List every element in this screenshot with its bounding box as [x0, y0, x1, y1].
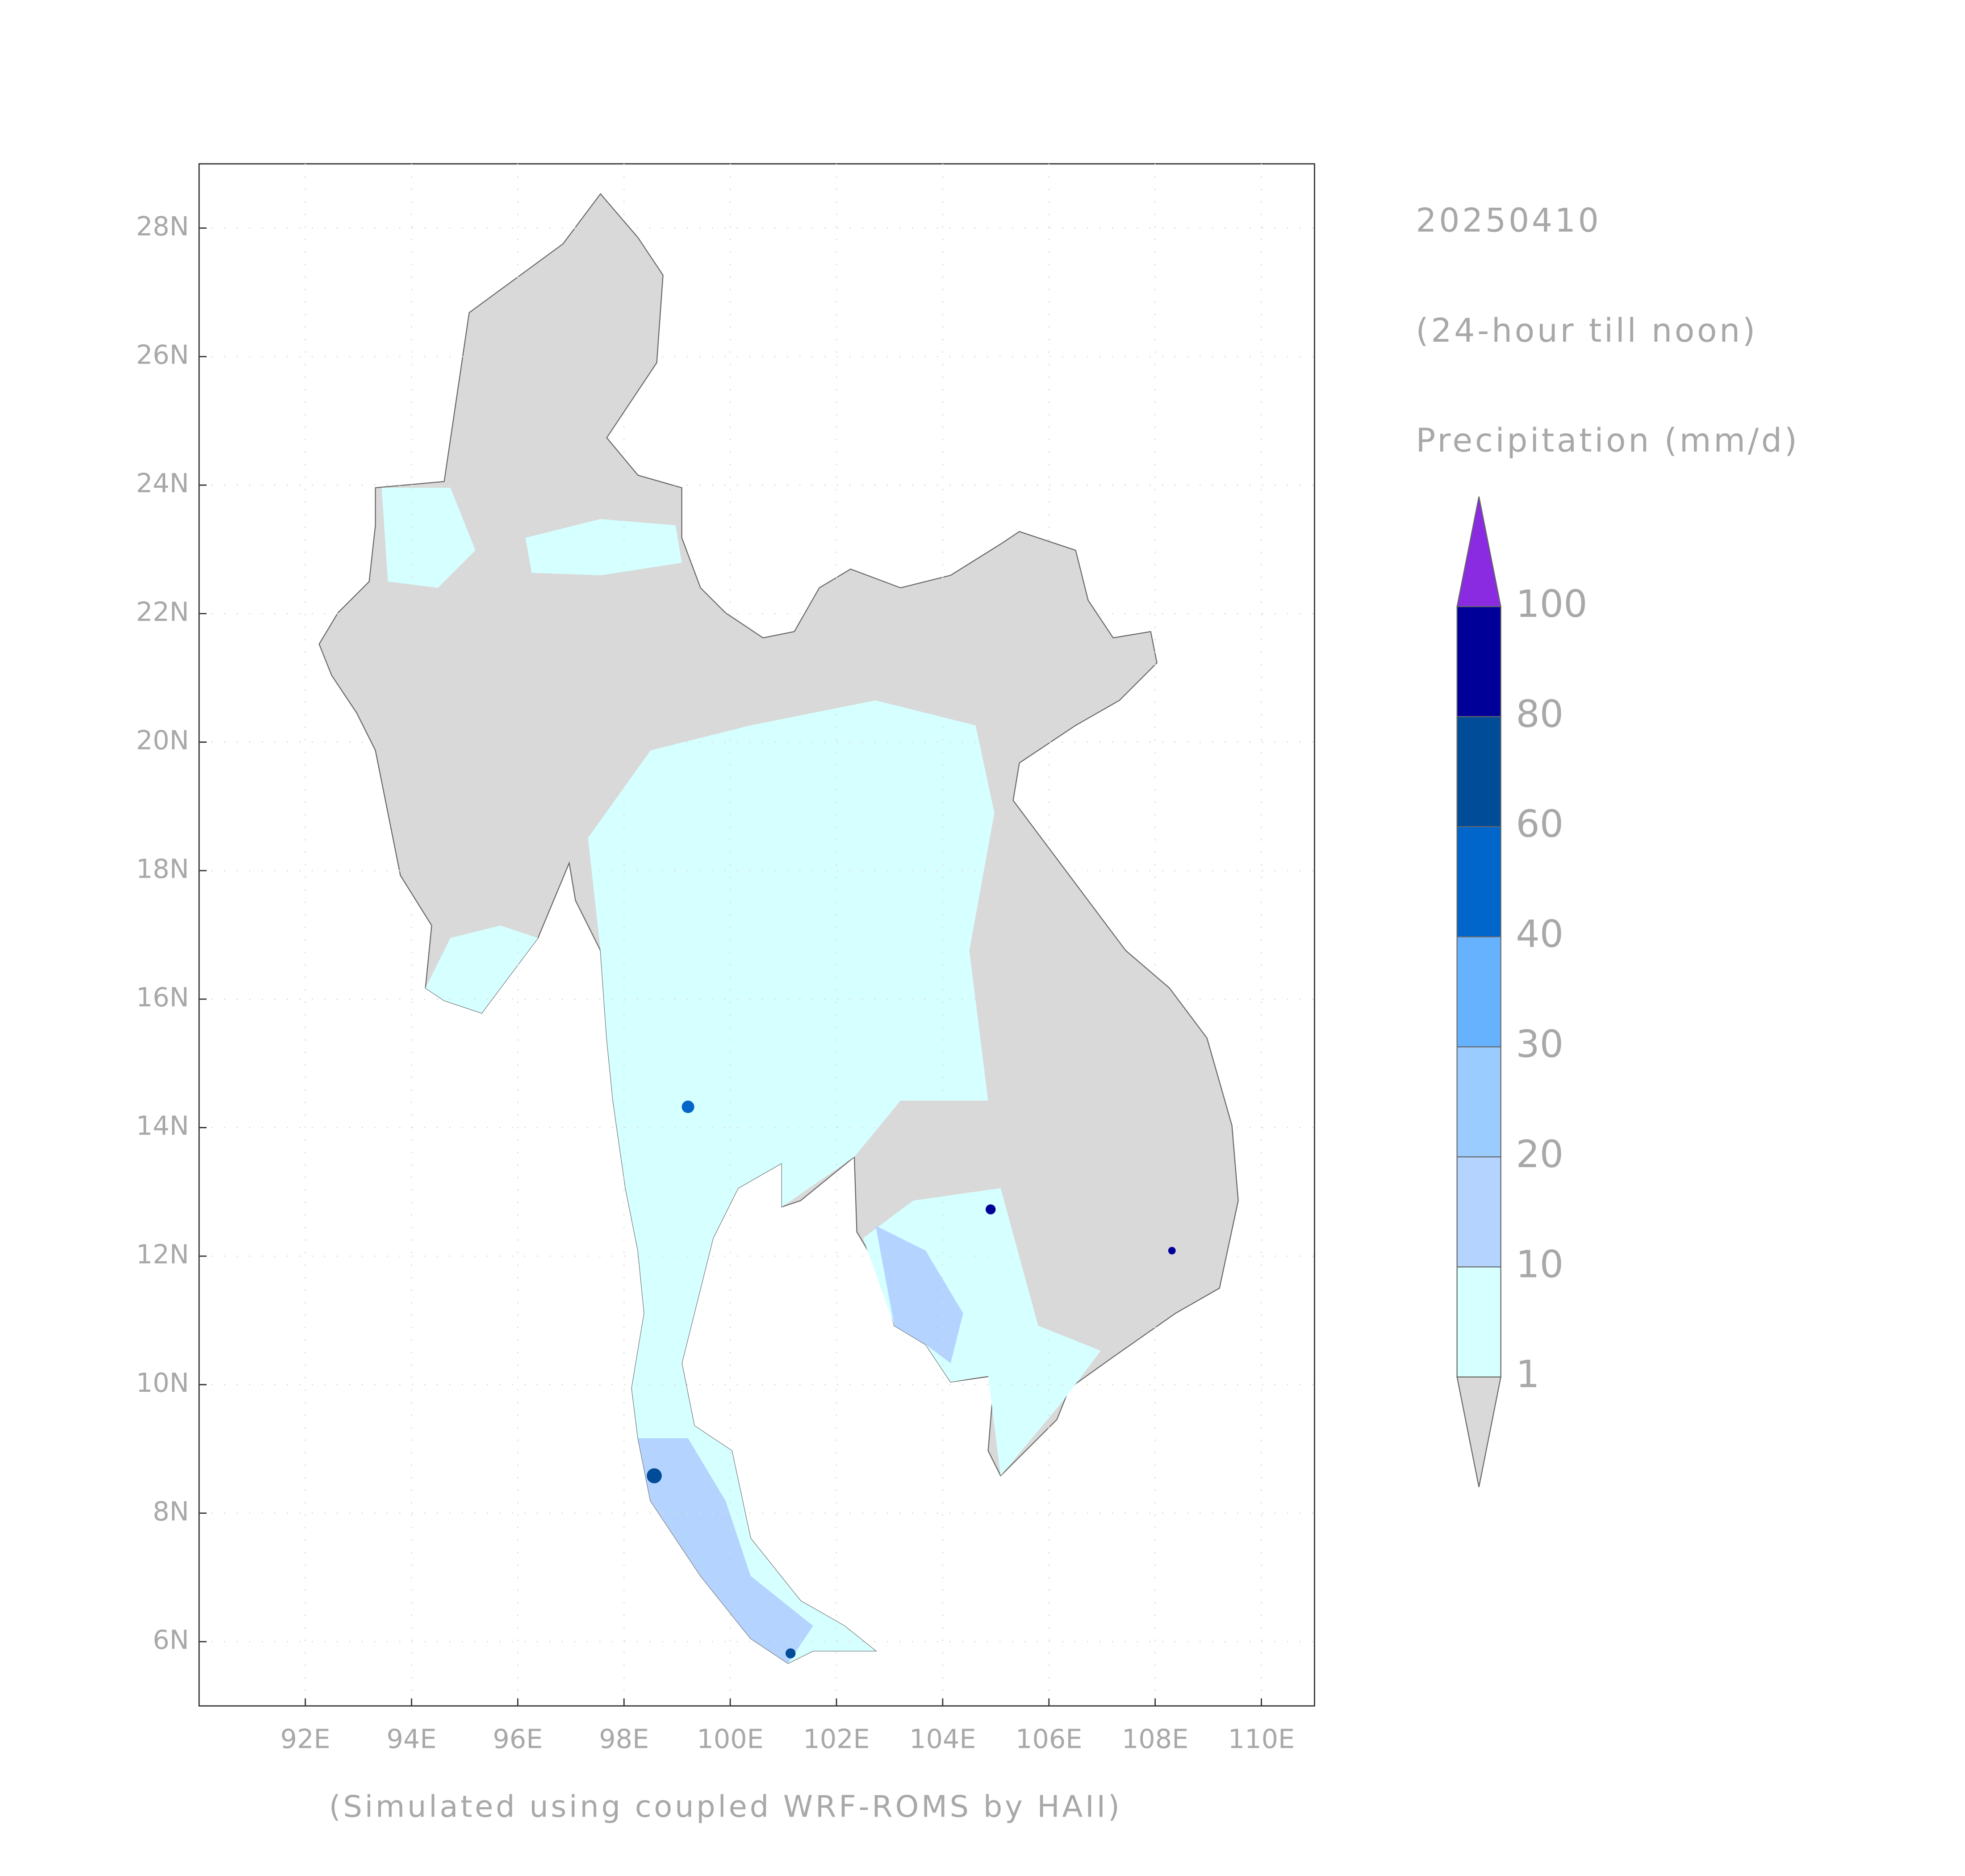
x-tick-label: 98E: [599, 1724, 649, 1755]
x-tick-label: 92E: [280, 1724, 330, 1755]
rain-spot: [986, 1204, 996, 1214]
colorbar-segment: [1456, 936, 1501, 1047]
colorbar-segment: [1456, 1266, 1501, 1378]
rain-area: [381, 488, 476, 588]
footer: (Simulated using coupled WRF-ROMS by HAI…: [329, 1789, 1122, 1824]
y-tick-label: 8N: [153, 1496, 189, 1527]
colorbar-label: 100: [1516, 582, 1587, 626]
x-tick-label: 100E: [697, 1724, 763, 1755]
rain-spot: [681, 1101, 694, 1113]
colorbar-segment: [1456, 826, 1501, 938]
map-frame: [198, 163, 1315, 1707]
x-tick-label: 110E: [1228, 1724, 1295, 1755]
colorbar-label: 80: [1516, 692, 1564, 736]
rain-area: [588, 700, 995, 1663]
map-area: [318, 193, 1239, 1664]
y-tick-label: 10N: [136, 1367, 189, 1398]
rain-spot: [647, 1468, 662, 1483]
rain-area: [525, 519, 682, 575]
x-tick-label: 108E: [1122, 1724, 1188, 1755]
y-tick-label: 26N: [136, 339, 189, 370]
rain-area: [638, 1438, 813, 1663]
y-tick-label: 6N: [153, 1624, 189, 1655]
x-tick-label: 102E: [803, 1724, 870, 1755]
rain-area: [425, 925, 538, 1013]
colorbar-segment: [1456, 716, 1501, 827]
y-tick-label: 18N: [136, 853, 189, 884]
x-tick-label: 96E: [493, 1724, 543, 1755]
colorbar-segment: [1456, 1046, 1501, 1158]
y-tick-label: 12N: [136, 1239, 189, 1269]
y-tick-label: 16N: [136, 982, 189, 1013]
rain-spot: [1168, 1247, 1176, 1255]
colorbar-under: [1456, 1376, 1501, 1487]
y-tick-label: 28N: [136, 211, 189, 242]
colorbar-label: 40: [1516, 912, 1564, 956]
y-tick-label: 22N: [136, 596, 189, 627]
colorbar-label: 10: [1516, 1242, 1564, 1286]
x-tick-label: 106E: [1016, 1724, 1082, 1755]
colorbar-label: 60: [1516, 802, 1564, 846]
colorbar-label: 20: [1516, 1132, 1564, 1176]
x-tick-label: 104E: [909, 1724, 976, 1755]
colorbar-label: 1: [1516, 1353, 1539, 1396]
rain-spot: [786, 1648, 796, 1658]
colorbar-over: [1456, 496, 1501, 607]
date: 20250410: [1416, 201, 1601, 239]
y-tick-label: 14N: [136, 1110, 189, 1141]
colorbar-label: 30: [1516, 1022, 1564, 1066]
colorbar-segment: [1456, 1156, 1501, 1268]
period: (24-hour till noon): [1416, 312, 1758, 350]
y-tick-label: 24N: [136, 468, 189, 498]
colorbar-segment: [1456, 606, 1501, 717]
rain-area: [875, 1226, 963, 1363]
x-tick-label: 94E: [387, 1724, 437, 1755]
y-tick-label: 20N: [136, 725, 189, 756]
variable: Precipitation (mm/d): [1416, 422, 1799, 460]
